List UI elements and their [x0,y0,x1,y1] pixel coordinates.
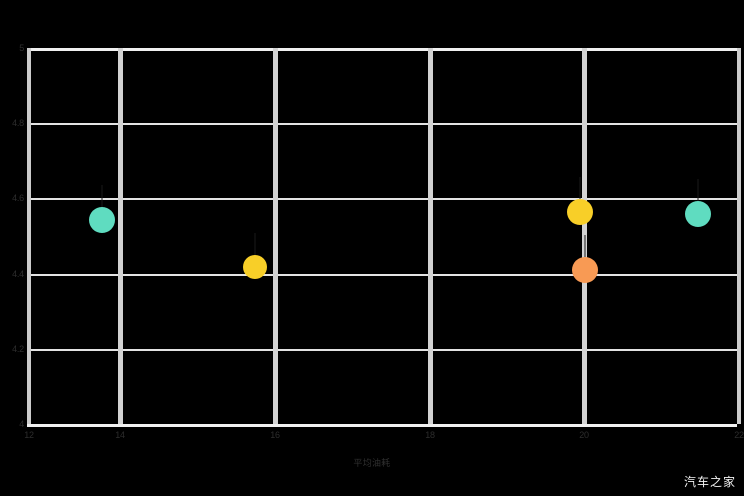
point-stem [584,235,586,257]
watermark-autohome: 汽车之家 [683,475,736,489]
gridline-horizontal [27,198,737,200]
gridline-horizontal [27,274,737,276]
x-tick-label: 18 [425,430,435,440]
x-tick-label: 20 [579,430,589,440]
point-stem [101,185,103,207]
y-tick-label: 5 [19,43,24,53]
gridline-horizontal [27,349,737,351]
x-tick-label: 16 [270,430,280,440]
point-stem [579,177,581,199]
data-point-orange[interactable] [572,257,598,283]
x-tick-label: 22 [734,430,744,440]
gridline-vertical [27,48,31,424]
data-point-teal[interactable] [89,207,115,233]
gridline-horizontal [27,424,737,427]
y-tick-label: 4 [19,419,24,429]
gridline-vertical [737,48,741,424]
data-point-yellow[interactable] [567,199,593,225]
y-tick-label: 4.8 [12,118,24,128]
gridline-horizontal [27,123,737,125]
data-point-teal[interactable] [685,201,711,227]
data-point-yellow[interactable] [243,255,267,279]
x-tick-label: 12 [24,430,34,440]
plot-area [27,48,741,427]
gridline-vertical [118,48,123,424]
x-tick-label: 14 [115,430,125,440]
y-tick-label: 4.6 [12,193,24,203]
y-tick-label: 4.2 [12,344,24,354]
gridline-vertical [273,48,278,424]
gridline-vertical [428,48,433,424]
y-tick-label: 4.4 [12,269,24,279]
point-stem [697,179,699,201]
point-stem [254,233,256,255]
x-axis-title: 平均油耗 [353,458,391,468]
gridline-horizontal [27,48,737,51]
